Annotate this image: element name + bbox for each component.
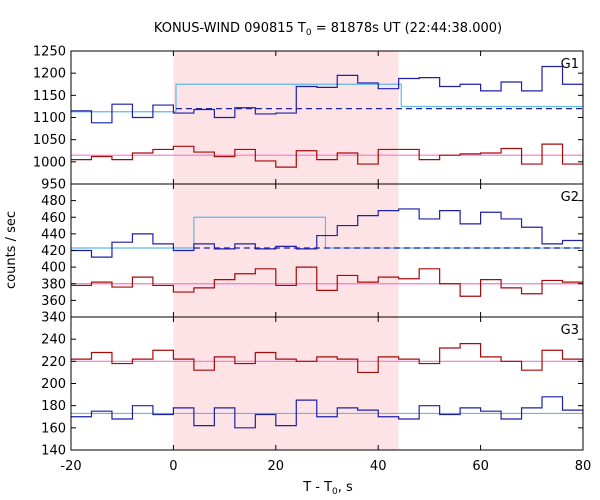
x-tick-label: 40 bbox=[370, 459, 387, 474]
plot-area: 950100010501100115012001250G134036038040… bbox=[33, 45, 592, 475]
x-tick-label: 60 bbox=[472, 459, 489, 474]
y-axis-title: counts / sec bbox=[4, 211, 19, 289]
panel-data-g1 bbox=[71, 65, 583, 168]
chart-title: KONUS-WIND 090815 T0 = 81878s UT (22:44:… bbox=[154, 21, 502, 38]
y-tick-label: 200 bbox=[41, 377, 66, 392]
panel-label: G3 bbox=[561, 323, 579, 338]
y-tick-label: 1000 bbox=[33, 155, 66, 170]
x-tick-label: -20 bbox=[60, 459, 81, 474]
burst-interval-shade bbox=[173, 51, 399, 450]
y-tick-label: 220 bbox=[41, 355, 66, 370]
x-tick-label: 20 bbox=[268, 459, 285, 474]
y-tick-label: 1050 bbox=[33, 133, 66, 148]
light-curve-blue bbox=[71, 65, 583, 124]
fit-line-fit_cyan bbox=[71, 83, 583, 113]
y-tick-label: 400 bbox=[41, 261, 66, 276]
light-curve-red bbox=[71, 343, 583, 374]
y-tick-label: 460 bbox=[41, 211, 66, 226]
y-tick-label: 360 bbox=[41, 294, 66, 309]
y-tick-label: 160 bbox=[41, 421, 66, 436]
y-tick-label: 140 bbox=[41, 444, 66, 459]
y-tick-label: 1150 bbox=[33, 89, 66, 104]
panel-data-g2 bbox=[71, 208, 583, 297]
panel-label: G1 bbox=[561, 57, 579, 72]
x-tick-label: 80 bbox=[575, 459, 592, 474]
y-tick-label: 950 bbox=[41, 178, 66, 193]
y-tick-label: 420 bbox=[41, 244, 66, 259]
light-curve-blue bbox=[71, 208, 583, 258]
x-tick-label: 0 bbox=[169, 459, 177, 474]
light-curve-red bbox=[71, 266, 583, 297]
panel-g1: 950 1000 1050 1100 1150 1200 1250 G1 bbox=[33, 45, 584, 193]
y-tick-label: 440 bbox=[41, 227, 66, 242]
y-tick-label: 180 bbox=[41, 399, 66, 414]
panel-data-g3 bbox=[71, 343, 583, 429]
panel-label: G2 bbox=[561, 190, 579, 205]
y-tick-label: 240 bbox=[41, 333, 66, 348]
light-curve-blue bbox=[71, 396, 583, 429]
x-axis-title: T - T0, s bbox=[302, 480, 353, 497]
y-tick-label: 340 bbox=[41, 311, 66, 326]
y-tick-label: 1250 bbox=[33, 45, 66, 60]
y-tick-label: 1100 bbox=[33, 111, 66, 126]
light-curve-red bbox=[71, 143, 583, 168]
y-tick-label: 1200 bbox=[33, 67, 66, 82]
y-tick-label: 380 bbox=[41, 277, 66, 292]
panel-g3: 140 160 180 200 220 240 G3 bbox=[41, 316, 584, 459]
y-tick-label: 480 bbox=[41, 194, 66, 209]
